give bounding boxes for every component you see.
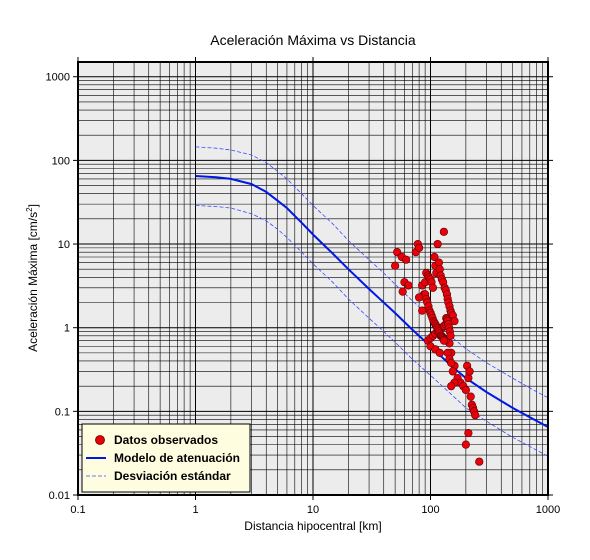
grid [77, 62, 548, 496]
data-point [439, 227, 448, 236]
x-tick-label: 1000 [536, 504, 560, 516]
legend-point-marker [95, 435, 105, 445]
data-point [430, 252, 439, 262]
data-point [418, 306, 427, 315]
legend: Datos observados Modelo de atenuación De… [81, 423, 251, 493]
data-point [461, 440, 470, 449]
data-point [446, 331, 455, 340]
x-tick-label: 10 [307, 504, 319, 516]
plot-area [73, 57, 553, 500]
y-tick-label: 10 [58, 239, 70, 251]
series-layer [195, 146, 549, 457]
legend-label-observed: Datos observados [114, 433, 218, 447]
y-tick-label: 1000 [46, 72, 70, 84]
data-point [475, 457, 484, 466]
legend-box [81, 423, 251, 493]
y-tick-label: 0.01 [49, 490, 70, 502]
data-point [433, 239, 442, 249]
data-point [465, 367, 474, 376]
data-point [391, 261, 400, 270]
data-point [466, 392, 475, 401]
y-tick-label: 100 [52, 155, 70, 167]
y-axis-label: Aceleración Máxima [cm/s2] [25, 204, 40, 352]
x-axis-label: Distancia hipocentral [km] [244, 519, 381, 533]
x-tick-label: 100 [421, 504, 439, 516]
data-point [447, 382, 456, 391]
data-point [428, 283, 438, 292]
deviation-line [195, 146, 549, 399]
ticks [73, 57, 553, 500]
data-point [415, 243, 424, 252]
data-point [464, 373, 473, 383]
data-point [435, 348, 444, 357]
x-tick-labels: 0.1 1 10 100 1000 [70, 504, 560, 516]
x-tick-label: 1 [192, 504, 198, 516]
data-point [461, 385, 470, 395]
data-point [464, 428, 473, 438]
data-point [404, 281, 413, 290]
data-point [398, 287, 407, 296]
data-point [447, 358, 456, 367]
y-axis-label-superscript: 2 [25, 207, 34, 212]
legend-label-model: Modelo de atenuación [114, 451, 240, 465]
deviation-line [195, 205, 549, 457]
data-point [471, 411, 480, 420]
points-layer [391, 227, 484, 466]
model-line [195, 175, 549, 428]
legend-label-deviation: Desviación estándar [114, 469, 231, 483]
y-axis-label-close: ] [26, 204, 40, 207]
y-tick-label: 1 [64, 323, 70, 335]
data-point [439, 336, 448, 345]
y-tick-label: 0.1 [55, 406, 70, 418]
data-point [415, 293, 424, 302]
data-point [448, 367, 457, 376]
chart-title: Aceleración Máxima vs Distancia [210, 32, 416, 48]
data-point [402, 255, 411, 264]
y-axis-label-main: Aceleración Máxima [cm/s [26, 212, 40, 352]
x-tick-label: 0.1 [70, 504, 85, 516]
y-tick-labels: 0.01 0.1 1 10 100 1000 [46, 72, 70, 502]
